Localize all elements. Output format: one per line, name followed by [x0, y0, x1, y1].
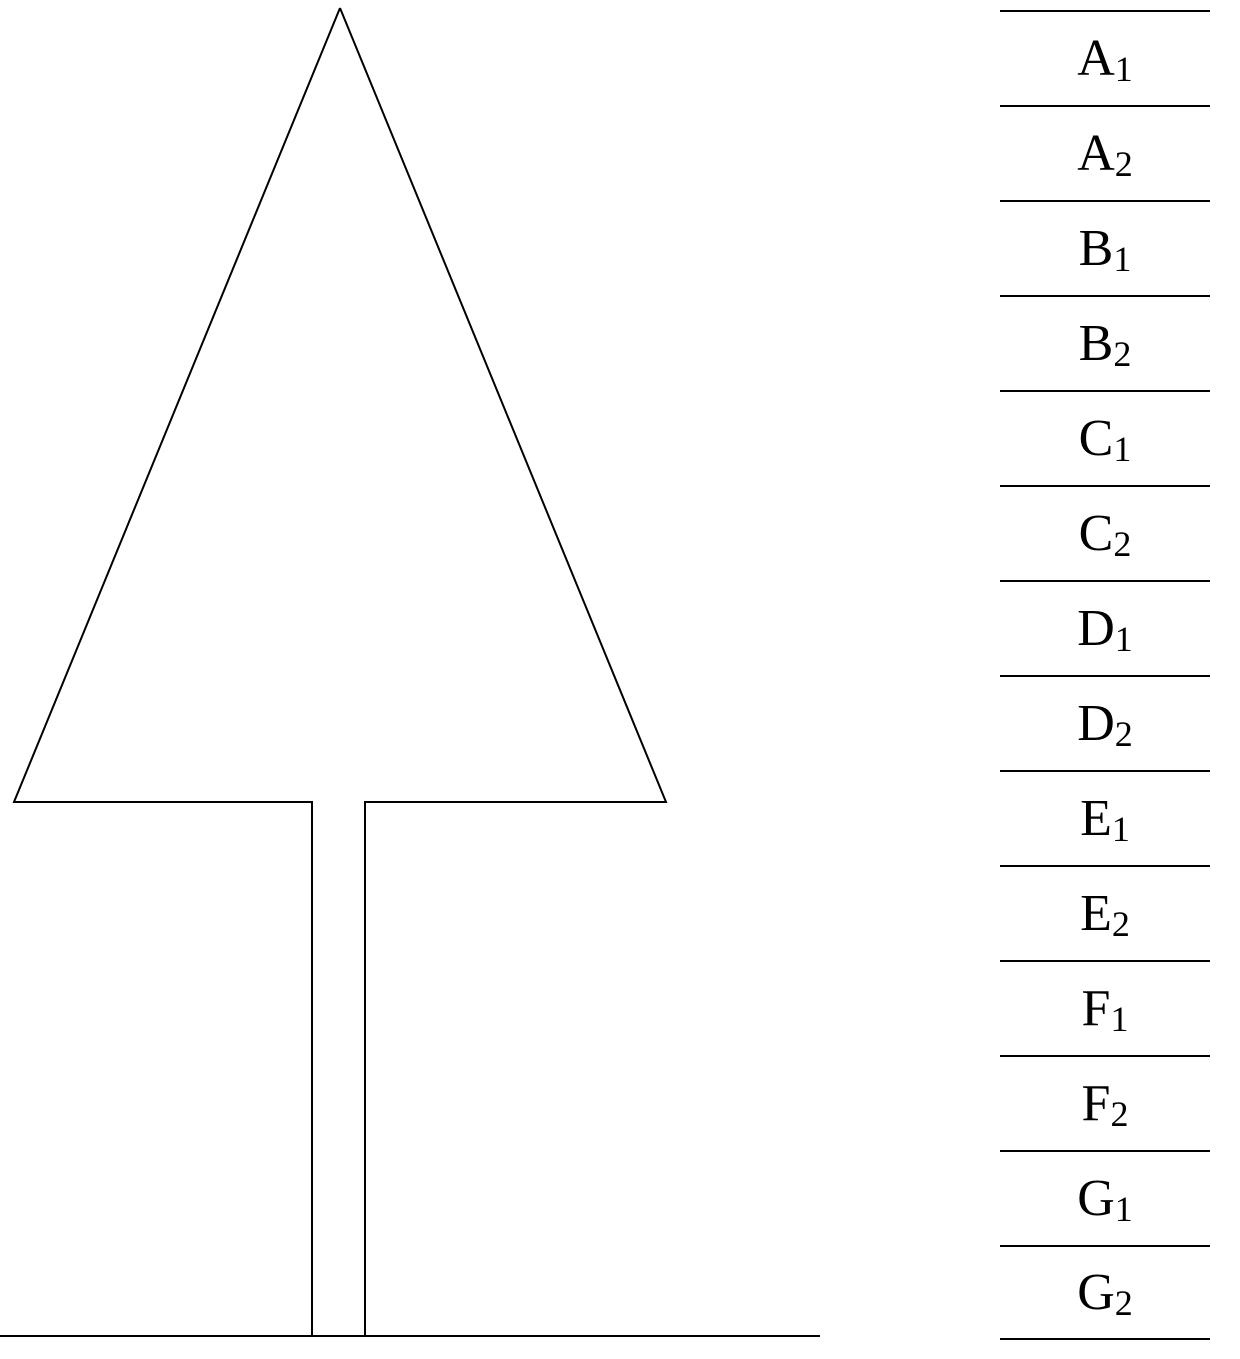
- row-subscript: 1: [1115, 621, 1133, 657]
- row-subscript: 1: [1115, 51, 1133, 87]
- row-subscript: 2: [1113, 526, 1131, 562]
- row-subscript: 1: [1113, 241, 1131, 277]
- table-row: C1: [1000, 390, 1210, 485]
- table-row: C2: [1000, 485, 1210, 580]
- row-letter: B: [1079, 318, 1114, 370]
- table-row: F2: [1000, 1055, 1210, 1150]
- row-letter: F: [1082, 983, 1111, 1035]
- tree-outline-path: [14, 8, 666, 1336]
- table-row: D1: [1000, 580, 1210, 675]
- table-row: F1: [1000, 960, 1210, 1055]
- row-subscript: 1: [1110, 1001, 1128, 1037]
- row-subscript: 1: [1112, 811, 1130, 847]
- table-row: B2: [1000, 295, 1210, 390]
- row-letter: E: [1080, 888, 1112, 940]
- row-letter: E: [1080, 793, 1112, 845]
- row-letter: D: [1077, 698, 1115, 750]
- row-subscript: 2: [1115, 1285, 1133, 1321]
- table-row: E1: [1000, 770, 1210, 865]
- table-row: G1: [1000, 1150, 1210, 1245]
- table-row: D2: [1000, 675, 1210, 770]
- row-subscript: 1: [1113, 431, 1131, 467]
- table-row: G2: [1000, 1245, 1210, 1340]
- table-row: A2: [1000, 105, 1210, 200]
- row-subscript: 1: [1115, 1191, 1133, 1227]
- row-subscript: 2: [1113, 336, 1131, 372]
- row-letter: B: [1079, 223, 1114, 275]
- row-letter: F: [1082, 1078, 1111, 1130]
- row-subscript: 2: [1115, 146, 1133, 182]
- table-row: E2: [1000, 865, 1210, 960]
- tree-diagram: [0, 0, 820, 1354]
- table-row: A1: [1000, 10, 1210, 105]
- label-table: A1A2B1B2C1C2D1D2E1E2F1F2G1G2: [1000, 10, 1210, 1340]
- row-letter: A: [1077, 33, 1115, 85]
- row-letter: G: [1077, 1173, 1115, 1225]
- row-letter: A: [1077, 128, 1115, 180]
- row-letter: C: [1079, 508, 1114, 560]
- row-letter: G: [1077, 1267, 1115, 1319]
- row-subscript: 2: [1110, 1096, 1128, 1132]
- tree-svg: [0, 0, 820, 1354]
- row-letter: C: [1079, 413, 1114, 465]
- row-subscript: 2: [1115, 716, 1133, 752]
- table-row: B1: [1000, 200, 1210, 295]
- row-subscript: 2: [1112, 906, 1130, 942]
- row-letter: D: [1077, 603, 1115, 655]
